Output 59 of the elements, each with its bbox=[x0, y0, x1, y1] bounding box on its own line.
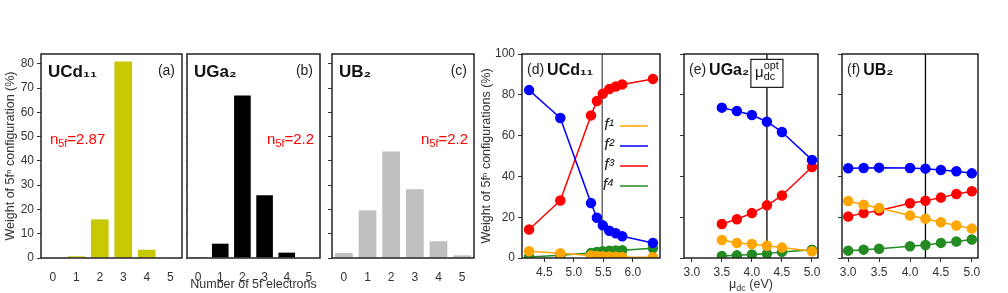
y-axis-title: Weight of 5fⁿ configuration (%) bbox=[3, 71, 18, 241]
x-tick-label: 2 bbox=[387, 269, 395, 284]
y-tick-label: 20 bbox=[20, 201, 35, 216]
y-tick-label: 0 bbox=[508, 250, 516, 265]
x-tick-label: 4.0 bbox=[901, 264, 919, 279]
annotation: (a) bbox=[157, 61, 176, 78]
x-tick-label: 4 bbox=[435, 269, 443, 284]
x-tick-label: 5 bbox=[458, 269, 466, 284]
x-tick-label: 4.0 bbox=[743, 264, 761, 279]
y-tick-label: 40 bbox=[501, 168, 516, 183]
legend-label: f² bbox=[604, 136, 615, 154]
y-tick-label: 60 bbox=[501, 127, 516, 142]
x-tick-label: 3 bbox=[411, 269, 419, 284]
annotation: (f) bbox=[847, 60, 861, 77]
legend-label: f¹ bbox=[604, 116, 614, 134]
legend-label: f⁴ bbox=[602, 176, 615, 194]
x-tick-label: 3.0 bbox=[839, 264, 857, 279]
annotation: (c) bbox=[450, 61, 467, 78]
x-tick-label: 5.0 bbox=[803, 264, 821, 279]
x-tick-label: 0 bbox=[340, 269, 348, 284]
annotation: (d) bbox=[527, 60, 545, 77]
chart-title: UCd₁₁ bbox=[547, 61, 594, 79]
y-tick-label: 0 bbox=[27, 250, 35, 265]
x-tick-label: 5 bbox=[166, 269, 174, 284]
y-tick-label: 20 bbox=[501, 209, 516, 224]
x-tick-label: 5.0 bbox=[565, 264, 583, 279]
legend-label: f³ bbox=[604, 156, 615, 174]
x-tick-label: 3.5 bbox=[870, 264, 888, 279]
y-tick-label: 80 bbox=[20, 56, 35, 71]
text: UGa₂ bbox=[194, 61, 237, 81]
y-tick-label: 10 bbox=[20, 226, 35, 241]
x-tick-label: 3.0 bbox=[683, 264, 701, 279]
y-tick-label: 50 bbox=[20, 128, 35, 143]
y-axis-title: Weight of 5fⁿ configurations (%) bbox=[479, 68, 494, 244]
y-tick-label: 30 bbox=[20, 177, 35, 192]
chart-title: UB₂ bbox=[863, 61, 894, 79]
text: UB₂ bbox=[339, 61, 372, 81]
x-tick-label: 5.0 bbox=[963, 264, 981, 279]
x-tick-label: 1 bbox=[364, 269, 372, 284]
y-tick-label: 40 bbox=[20, 153, 35, 168]
text: UCd₁₁ bbox=[48, 61, 97, 81]
x-tick-label: 4.5 bbox=[932, 264, 950, 279]
x-tick-label: 6.0 bbox=[624, 264, 642, 279]
x-tick-label: 4.5 bbox=[773, 264, 791, 279]
x-tick-label: 4 bbox=[143, 269, 151, 284]
y-tick-label: 70 bbox=[20, 80, 35, 95]
chart-title: UGa₂ bbox=[709, 61, 750, 79]
y-tick-label: 60 bbox=[20, 104, 35, 119]
x-tick-label: 5.5 bbox=[595, 264, 613, 279]
x-tick-label: 0 bbox=[49, 269, 57, 284]
annotation: (e) bbox=[689, 60, 707, 77]
annotation: (b) bbox=[295, 61, 314, 78]
x-tick-label: 2 bbox=[96, 269, 104, 284]
x-tick-label: 1 bbox=[72, 269, 80, 284]
x-tick-label: 4.5 bbox=[536, 264, 554, 279]
x-tick-label: 3.5 bbox=[713, 264, 731, 279]
x-tick-label: 3 bbox=[119, 269, 127, 284]
y-tick-label: 100 bbox=[494, 46, 516, 61]
y-tick-label: 80 bbox=[501, 87, 516, 102]
